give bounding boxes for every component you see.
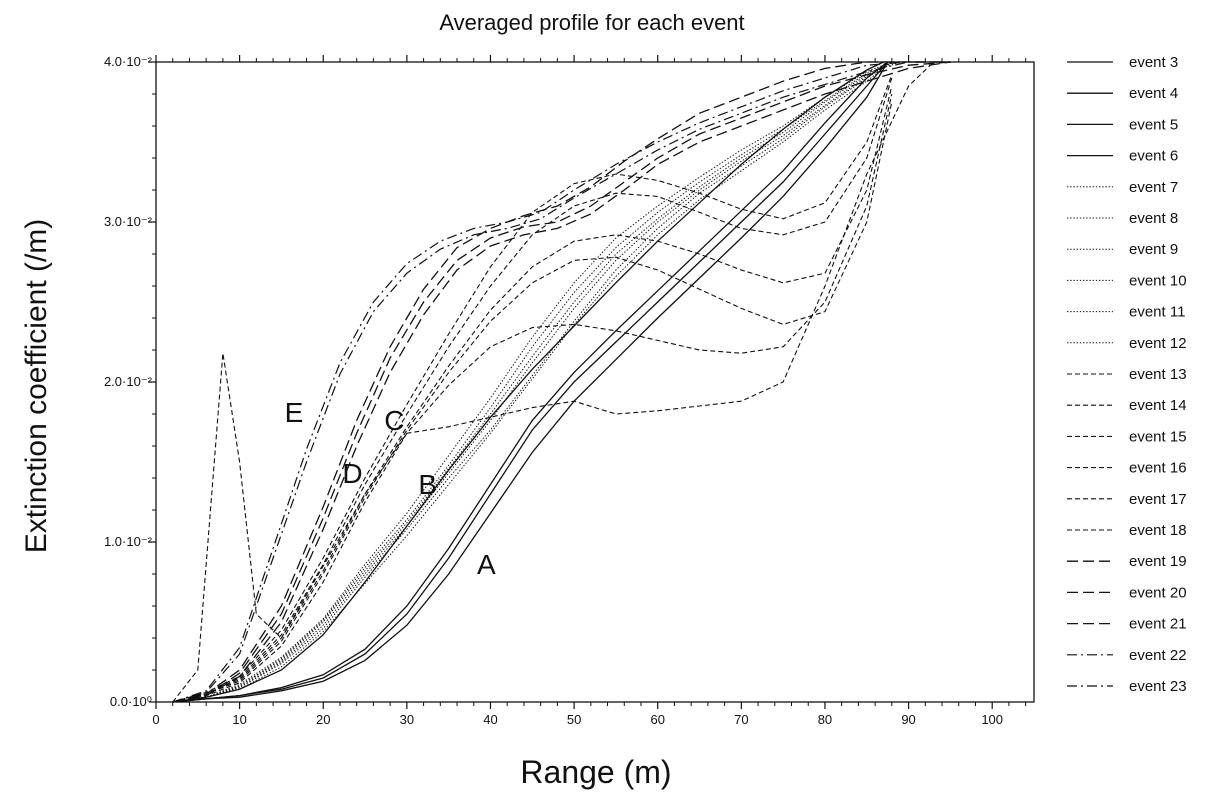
series-line-event-13 [172,61,935,703]
group-label-A: A [477,549,496,580]
legend-label: event 18 [1129,522,1187,539]
group-label-E: E [285,397,304,428]
group-label-B: B [418,469,437,500]
plot-area: A B CD E [155,61,1035,703]
legend-label: event 3 [1129,54,1178,71]
x-tick-label: 80 [818,712,832,727]
y-tick-label: 3.0·10⁻² [104,214,153,229]
x-tick-label: 0 [152,712,159,727]
legend-label: event 17 [1129,491,1187,508]
x-tick-label: 90 [901,712,915,727]
plot-frame [155,61,1035,703]
series-line-event-12 [172,61,901,703]
y-tick-label: 0.0·10⁰ [110,694,152,709]
annotation-layer: A B CD E [285,397,496,580]
y-tick-label: 4.0·10⁻² [104,54,153,69]
series-line-event-14 [172,93,893,703]
series-line-event-4 [172,61,889,703]
y-tick-label: 2.0·10⁻² [104,374,153,389]
legend-label: event 20 [1129,584,1187,601]
legend-label: event 19 [1129,553,1187,570]
series-line-event-17 [172,101,893,703]
series-line-event-5 [172,61,889,703]
legend-label: event 10 [1129,272,1187,289]
series-line-event-21 [172,61,951,703]
y-axis-label: Extinction coefficient (/m) [20,219,53,554]
chart-title: Averaged profile for each event [439,10,744,35]
y-tick-label: 1.0·10⁻² [104,534,153,549]
legend-label: event 4 [1129,85,1178,102]
y-axis: 0.0·10⁰ 1.0·10⁻² 2.0·10⁻² 3.0·10⁻² 4.0·10⁻² [104,54,156,709]
series-line-event-19 [172,61,951,703]
x-tick-label: 40 [483,712,497,727]
x-axis: 0 10 20 30 40 50 60 70 80 90 100 [152,55,1027,727]
series-line-event-9 [172,61,893,703]
x-tick-label: 10 [232,712,246,727]
legend-label: event 22 [1129,647,1187,664]
legend-label: event 6 [1129,148,1178,165]
legend-label: event 5 [1129,116,1178,133]
series-line-event-11 [172,61,893,703]
x-tick-label: 30 [400,712,414,727]
legend-label: event 11 [1129,304,1185,321]
x-tick-label: 100 [981,712,1003,727]
legend-label: event 21 [1129,616,1187,633]
series-line-event-6 [172,61,884,703]
series-line-event-18 [172,74,893,703]
legend-label: event 12 [1129,335,1187,352]
series-line-event-8 [172,61,893,703]
group-label-D: D [342,458,362,489]
series-line-event-10 [172,61,892,703]
legend: event 3 event 4 event 5 event 6 event 7 event… [1067,54,1187,695]
series-line-event-16 [172,77,893,703]
series-line-event-22 [172,61,951,703]
x-tick-label: 20 [316,712,330,727]
x-axis-label: Range (m) [520,754,671,790]
legend-label: event 8 [1129,210,1178,227]
legend-label: event 9 [1129,241,1178,258]
legend-label: event 23 [1129,678,1187,695]
legend-label: event 14 [1129,397,1187,414]
legend-label: event 7 [1129,179,1178,196]
x-tick-label: 50 [567,712,581,727]
legend-label: event 15 [1129,428,1187,445]
series-line-event-20 [172,61,951,703]
series-line-event-7 [172,61,893,703]
series-line-event-3 [172,61,889,703]
legend-label: event 13 [1129,366,1187,383]
x-tick-label: 60 [650,712,664,727]
series-line-event-15 [172,85,893,703]
series-line-event-23 [172,61,951,703]
series-layer [172,61,951,703]
group-label-C: C [384,405,404,436]
legend-label: event 16 [1129,460,1187,477]
x-tick-label: 70 [734,712,748,727]
